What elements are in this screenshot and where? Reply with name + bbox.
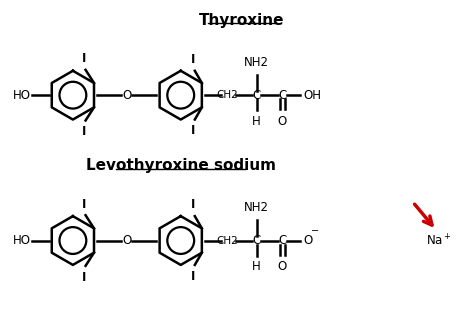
Text: Levothyroxine sodium: Levothyroxine sodium [86,159,276,173]
Text: C: C [278,89,287,102]
Text: −: − [310,226,319,236]
Text: I: I [191,53,196,66]
Text: NH2: NH2 [244,56,269,69]
Text: I: I [82,52,86,65]
Text: C: C [278,234,287,247]
Text: CH2: CH2 [217,236,238,246]
Text: HO: HO [13,89,31,102]
Text: I: I [191,269,196,283]
Text: Na$^+$: Na$^+$ [426,233,451,248]
Text: C: C [253,89,261,102]
Text: CH2: CH2 [217,90,238,100]
Text: HO: HO [13,234,31,247]
Text: I: I [191,199,196,212]
Text: O: O [122,234,131,247]
Text: O: O [122,89,131,102]
Text: I: I [82,125,86,138]
Text: NH2: NH2 [244,201,269,214]
Text: H: H [252,260,261,273]
Text: I: I [191,124,196,137]
Text: C: C [253,234,261,247]
Text: O: O [278,115,287,128]
Text: I: I [82,198,86,211]
Text: O: O [278,260,287,273]
Text: Thyroxine: Thyroxine [199,13,284,28]
Text: H: H [252,115,261,128]
Text: OH: OH [303,89,321,102]
Text: I: I [82,270,86,284]
Text: O: O [303,234,313,247]
